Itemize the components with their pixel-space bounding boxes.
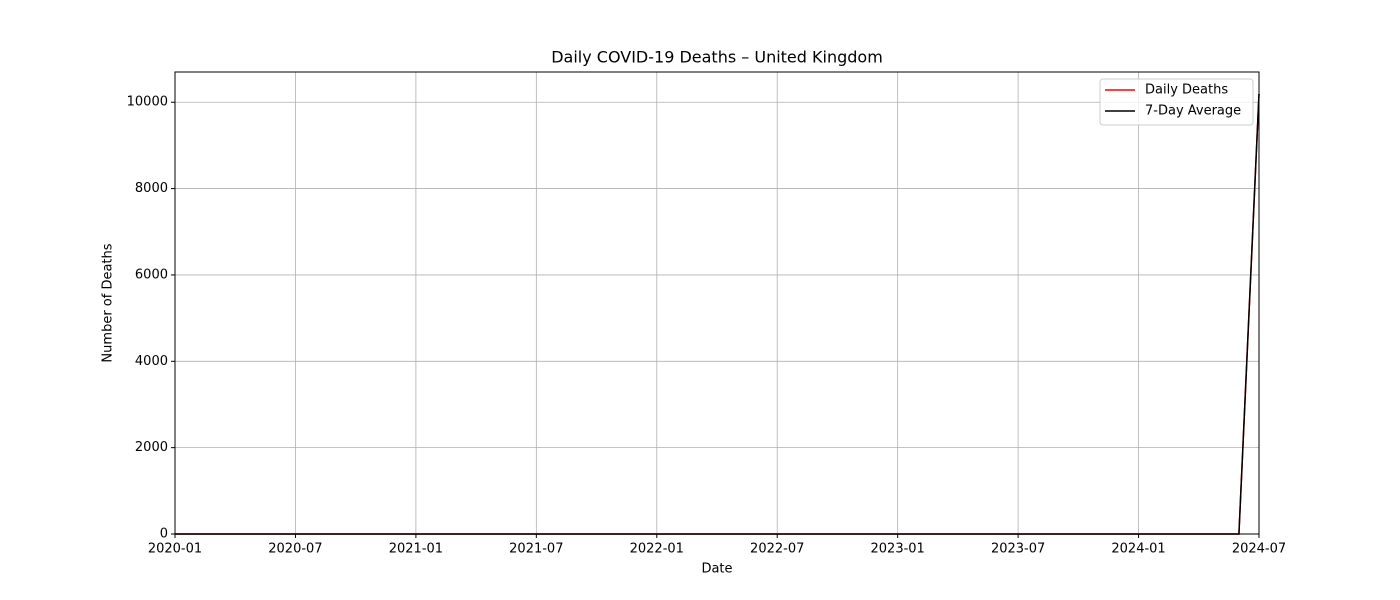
y-tick-label: 2000 bbox=[135, 440, 168, 455]
x-tick-label: 2024-01 bbox=[1111, 542, 1165, 557]
legend-label: 7-Day Average bbox=[1145, 104, 1241, 119]
y-tick-label: 8000 bbox=[135, 181, 168, 196]
x-tick-label: 2020-01 bbox=[148, 542, 202, 557]
y-tick-label: 4000 bbox=[135, 354, 168, 369]
series-line bbox=[175, 93, 1260, 535]
y-tick-label: 10000 bbox=[127, 95, 168, 110]
y-tick-label: 6000 bbox=[135, 267, 168, 282]
x-tick-label: 2021-01 bbox=[389, 542, 443, 557]
x-tick-label: 2023-07 bbox=[991, 542, 1045, 557]
x-tick-label: 2020-07 bbox=[268, 542, 322, 557]
x-tick-label: 2022-07 bbox=[750, 542, 804, 557]
y-axis-label: Number of Deaths bbox=[101, 243, 116, 362]
plot-frame bbox=[174, 71, 1260, 535]
y-tick-label: 0 bbox=[160, 527, 168, 542]
x-tick-label: 2021-07 bbox=[509, 542, 563, 557]
x-tick-label: 2023-01 bbox=[871, 542, 925, 557]
legend-label: Daily Deaths bbox=[1145, 83, 1228, 98]
legend-box bbox=[1099, 78, 1254, 126]
x-tick-label: 2024-07 bbox=[1232, 542, 1286, 557]
series-line bbox=[175, 93, 1260, 535]
x-tick-label: 2022-01 bbox=[630, 542, 684, 557]
chart-title: Daily COVID-19 Deaths – United Kingdom bbox=[551, 48, 883, 67]
x-axis-label: Date bbox=[701, 562, 732, 577]
